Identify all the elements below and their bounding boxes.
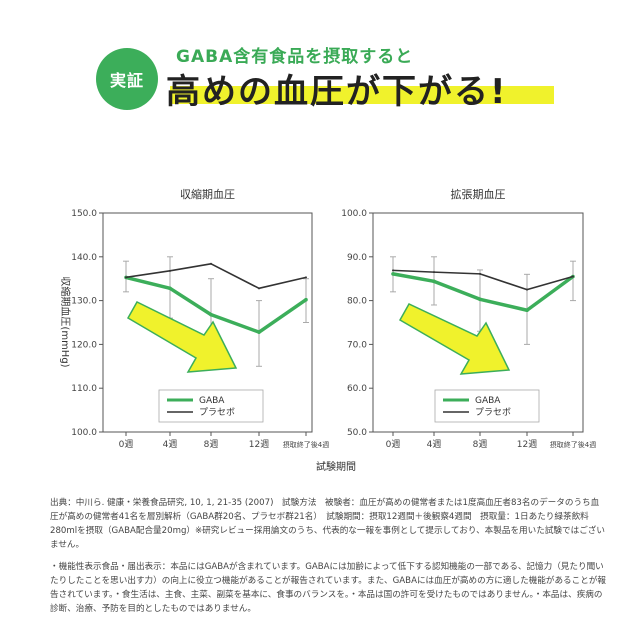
header-title-wrap: 高めの血圧が下がる! (166, 64, 554, 113)
x-tick-label: 摂取終了後4週 (283, 440, 329, 449)
y-tick-label: 130.0 (71, 297, 97, 307)
proof-badge: 実証 (96, 48, 158, 110)
y-tick-label: 100.0 (341, 209, 367, 219)
placebo-point (572, 275, 574, 278)
chart-title: 拡張期血圧 (451, 187, 506, 201)
legend-box (158, 389, 264, 423)
gaba-point (304, 297, 308, 302)
x-tick-label: 4週 (427, 439, 442, 450)
x-axis-title: 試験期間 (316, 460, 356, 473)
charts-svg: 収縮期血圧(mmHg) 試験期間 収縮期血圧 100.0 110.0 120.0 130… (59, 187, 596, 473)
title-highlight (170, 86, 554, 104)
source-note: 出典：中川ら. 健康・栄養食品研究, 10, 1, 21-35 (2007) 試… (50, 498, 605, 550)
y-axis-title: 収縮期血圧(mmHg) (59, 276, 72, 367)
series-gaba-line (392, 272, 575, 312)
placebo-point (433, 271, 435, 274)
down-trend-arrow (126, 301, 238, 373)
gaba-point (257, 330, 261, 334)
y-tick-label: 70.0 (347, 340, 367, 350)
y-tick-label: 60.0 (347, 384, 367, 394)
placebo-point (392, 269, 394, 272)
legend-label: GABA (475, 396, 501, 406)
plot-frame (372, 212, 584, 433)
placebo-point (479, 272, 481, 275)
header: 実証 GABA含有食品を摂取すると 高めの血圧が下がる! (0, 0, 640, 130)
legend-box (434, 389, 540, 423)
footnotes: 出典：中川ら. 健康・栄養食品研究, 10, 1, 21-35 (2007) 試… (50, 496, 606, 624)
y-tick-label: 100.0 (71, 428, 97, 438)
gaba-point (432, 279, 436, 284)
y-tick-label: 110.0 (71, 384, 97, 394)
header-subtitle: GABA含有食品を摂取すると (176, 47, 414, 67)
y-tick-label: 120.0 (71, 340, 97, 350)
x-tick-label: 4週 (163, 439, 178, 450)
down-trend-arrow (398, 303, 511, 375)
placebo-point (125, 276, 127, 279)
placebo-point (169, 269, 171, 272)
y-tick-label: 80.0 (347, 297, 367, 307)
gaba-point (525, 308, 529, 313)
plot-frame (102, 212, 313, 433)
y-tick-label: 90.0 (347, 253, 367, 263)
placebo-point (305, 276, 307, 279)
y-tick-label: 150.0 (71, 209, 97, 219)
legend-label: プラセボ (199, 407, 235, 418)
x-tick-label: 0週 (119, 439, 134, 450)
chart-title: 収縮期血圧 (180, 187, 235, 201)
placebo-point (258, 287, 260, 290)
gaba-point (391, 272, 395, 276)
x-tick-label: 12週 (517, 439, 537, 450)
charts-area: 収縮期血圧(mmHg) 試験期間 収縮期血圧 100.0 110.0 120.0 130… (0, 180, 640, 480)
y-tick-label: 140.0 (71, 253, 97, 263)
chart-2: 拡張期血圧 50.0 60.0 70.0 80.0 90.0 100.0 0週 4週 8週 12週 摂… (341, 187, 596, 450)
x-tick-label: 摂取終了後4週 (550, 440, 596, 449)
chart-1: 収縮期血圧 100.0 110.0 120.0 130.0 140.0 150.0 0週 4週 8… (71, 187, 329, 450)
placebo-point (526, 288, 528, 291)
disclaimer-note: ・機能性表示食品・届出表示：本品にはGABAが含まれています。GABAには加齢に… (50, 562, 607, 614)
x-tick-label: 0週 (386, 439, 401, 450)
y-tick-label: 50.0 (347, 428, 367, 438)
placebo-point (210, 262, 212, 265)
gaba-point (478, 297, 482, 302)
gaba-point (209, 312, 213, 317)
x-tick-label: 12週 (249, 439, 269, 450)
legend-label: プラセボ (475, 407, 511, 418)
x-tick-label: 8週 (204, 439, 219, 450)
x-tick-label: 8週 (473, 439, 488, 450)
legend-label: GABA (199, 396, 225, 406)
header-title: 高めの血圧が下がる! (166, 72, 508, 112)
gaba-point (168, 286, 172, 291)
